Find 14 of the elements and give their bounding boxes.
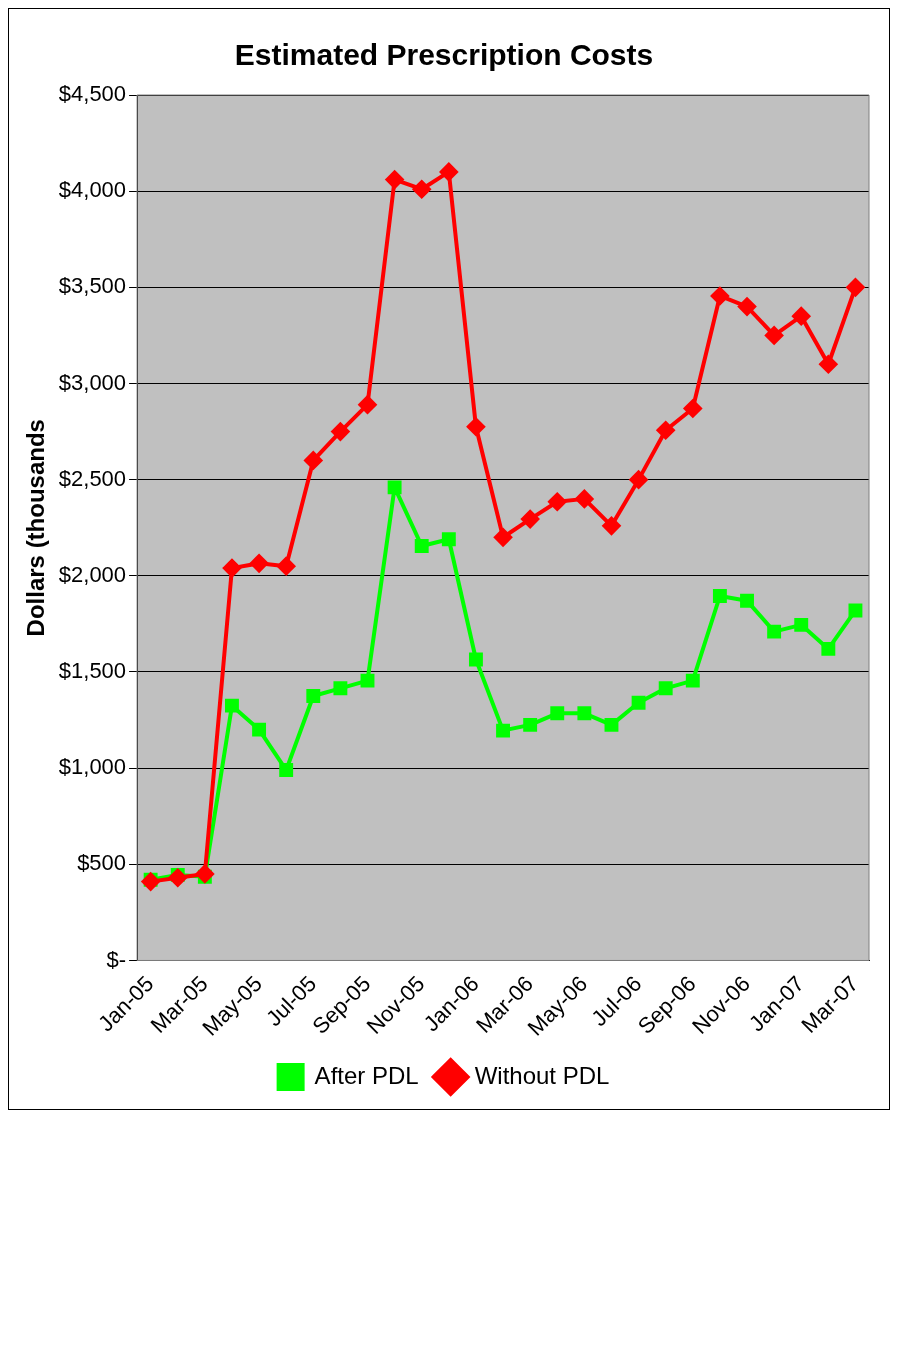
y-tick-label: $1,500 [58, 658, 127, 684]
y-tick-label: $3,000 [58, 369, 127, 395]
y-tick-label: $500 [77, 850, 127, 876]
y-tick-label: $1,000 [58, 754, 127, 780]
y-axis-title: Dollars (thousands [22, 419, 50, 637]
legend-label: Without PDL [474, 1061, 610, 1089]
legend-label: After PDL [314, 1061, 419, 1089]
y-tick-label: $3,500 [58, 273, 127, 299]
y-tick-label: $4,000 [58, 177, 127, 203]
chart-title: Estimated Prescription Costs [234, 38, 654, 72]
y-tick-label: $- [106, 946, 127, 972]
y-tick-label: $2,500 [58, 465, 127, 491]
y-tick-label: $2,000 [58, 561, 127, 587]
y-tick-label: $4,500 [58, 81, 127, 107]
